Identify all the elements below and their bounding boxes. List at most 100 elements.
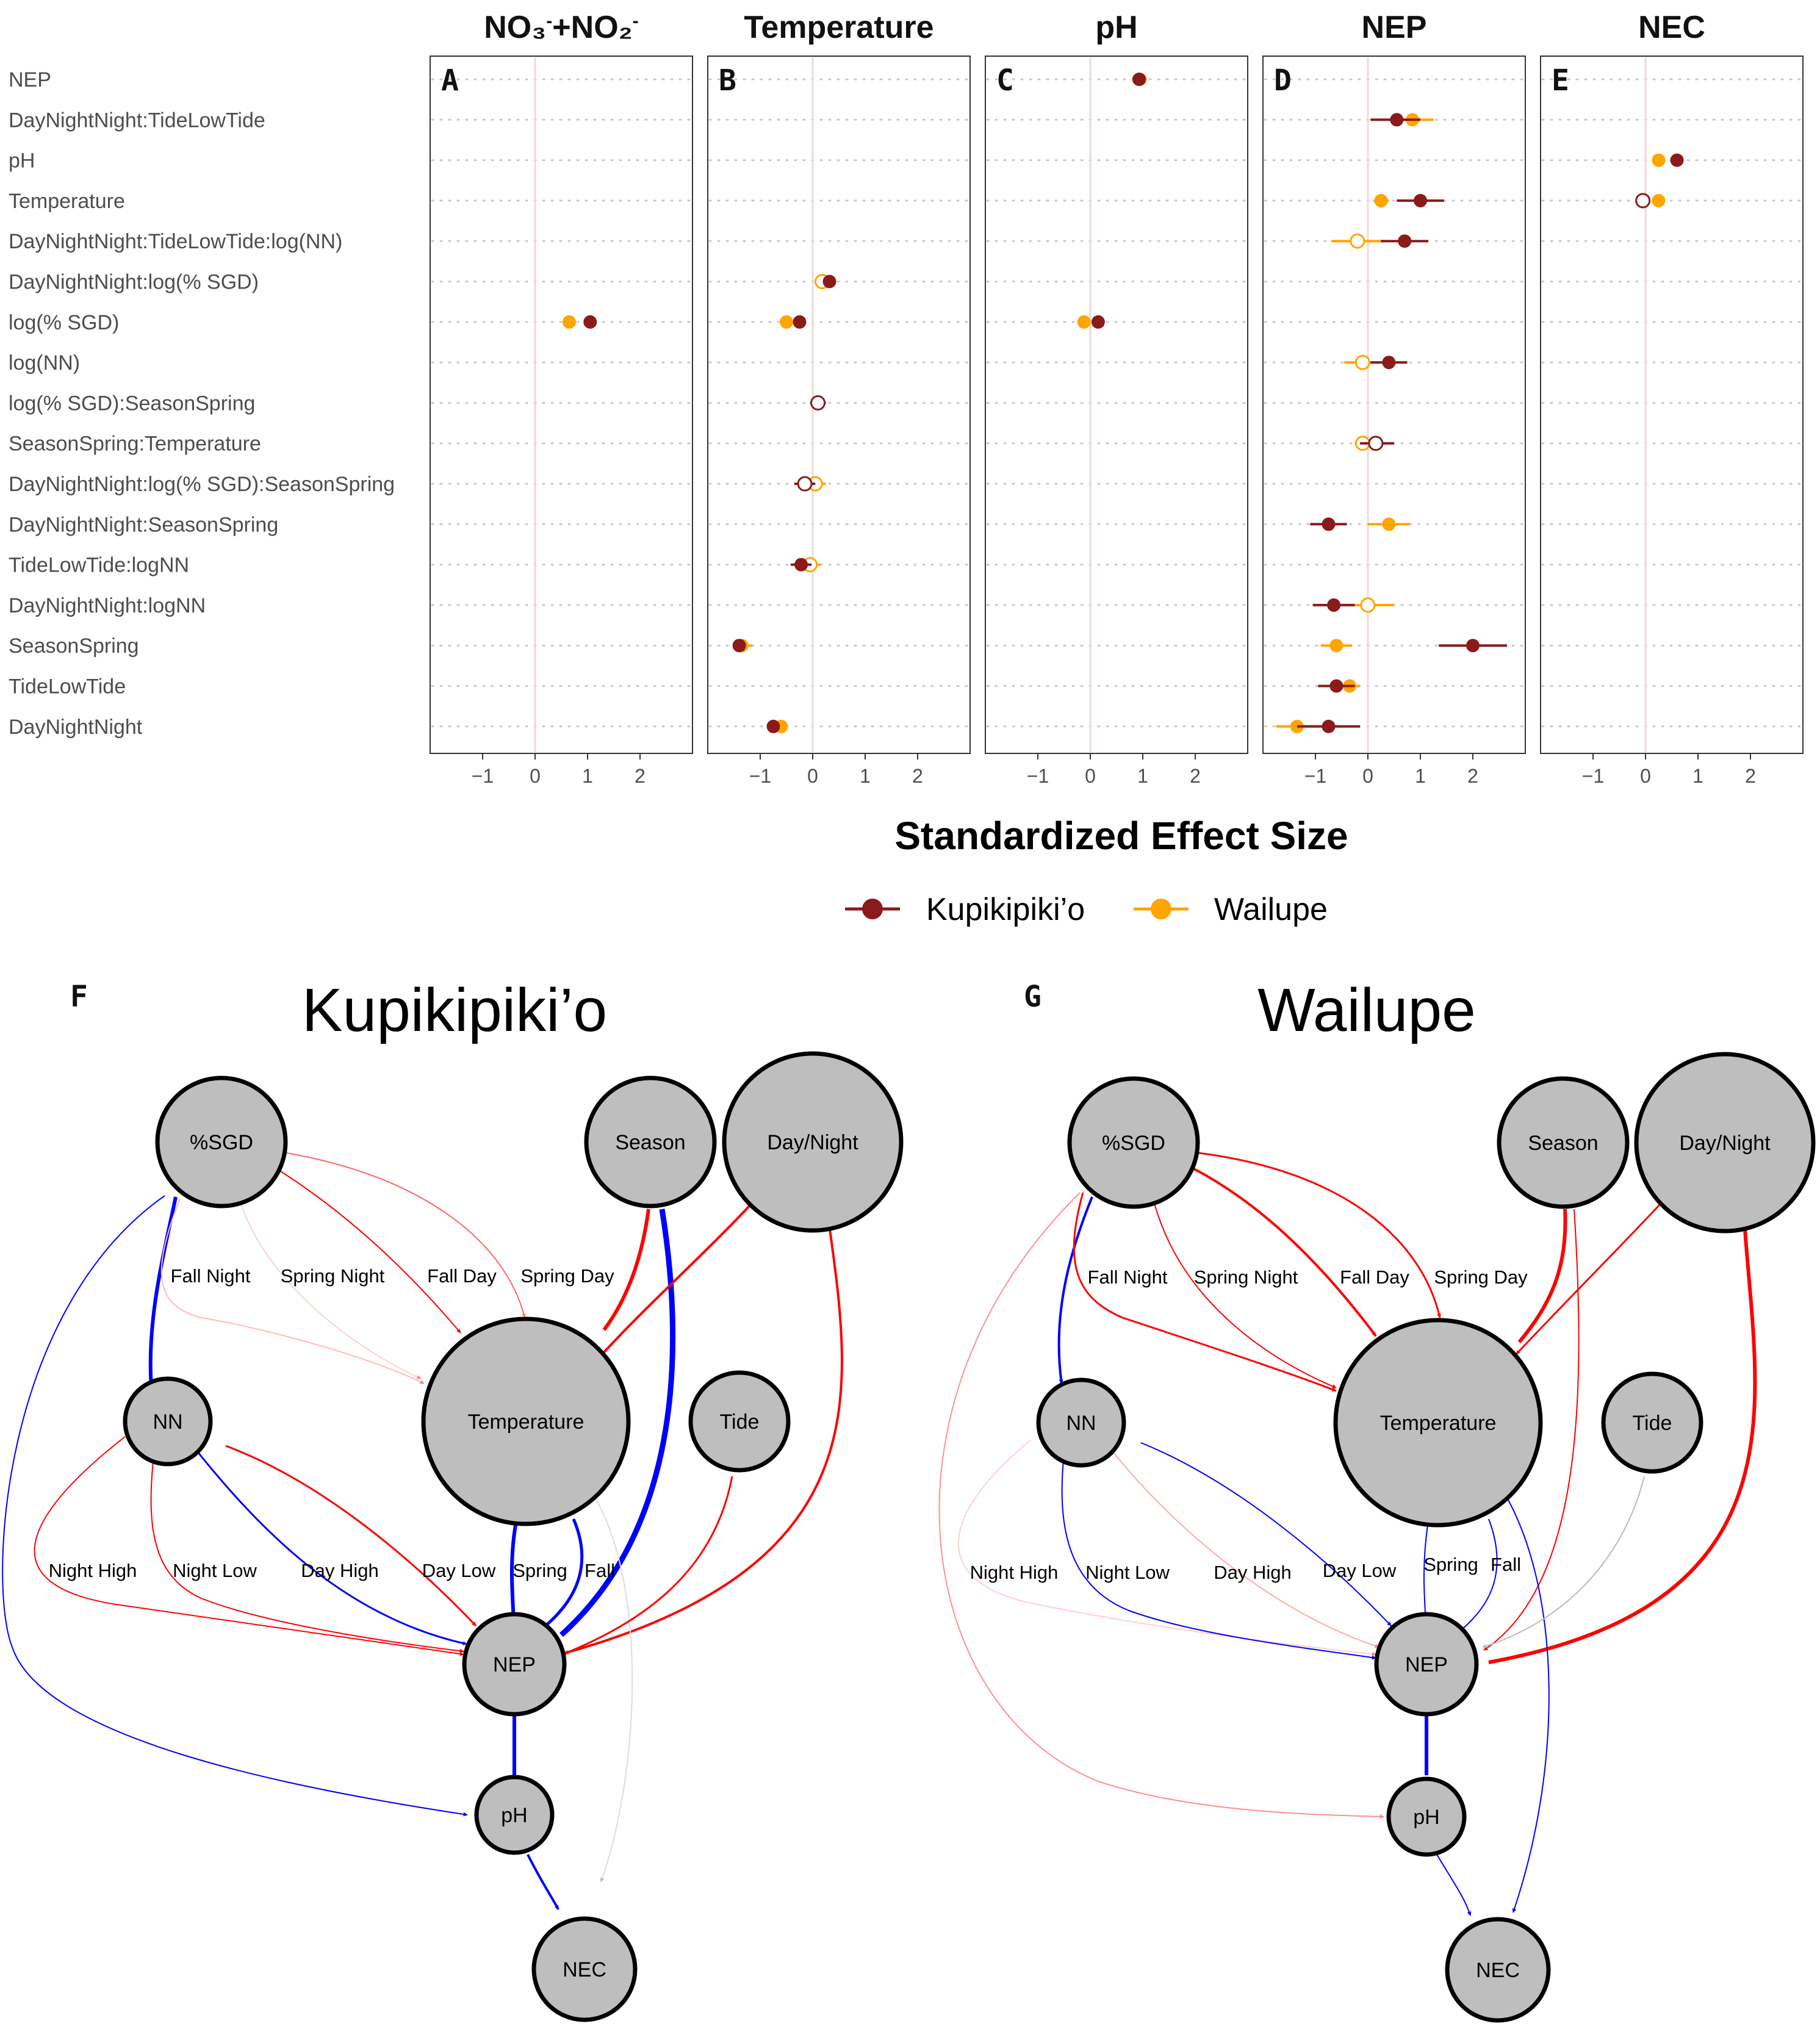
estimate-dot-open xyxy=(1368,436,1384,451)
estimate-dot xyxy=(1390,113,1404,127)
edge-label-fall: Fall xyxy=(584,1560,615,1581)
node-nec: NEC xyxy=(1445,1917,1551,2023)
svg-text:Day/Night: Day/Night xyxy=(1679,1132,1771,1155)
point-kupikipikio-daynightnight-tidelowtide xyxy=(1370,113,1420,127)
edge-labels: Fall Night Spring Night Fall Day Spring … xyxy=(970,1266,1528,1583)
edge-label-fall-day: Fall Day xyxy=(1340,1266,1409,1288)
node-nn: NN xyxy=(123,1376,213,1467)
x-tick-label: 2 xyxy=(1467,765,1478,787)
estimate-dot xyxy=(1322,517,1336,531)
point-kupikipikio-daynightnight-log-sgd-seasonspring xyxy=(794,476,816,492)
network-title-wailupe: Wailupe xyxy=(1257,976,1476,1044)
svg-text:NN: NN xyxy=(153,1410,182,1434)
panel-title-temperature: Temperature xyxy=(744,10,933,45)
network-title-kupikipikio: Kupikipiki’o xyxy=(302,976,607,1044)
estimate-dot xyxy=(1670,153,1684,167)
x-tick-label: −1 xyxy=(1304,765,1326,787)
edges xyxy=(938,1152,1757,1916)
panel-title-nec: NEC xyxy=(1638,10,1705,45)
panel-ph: pH C −1 0 1 2 xyxy=(985,10,1248,787)
estimate-dot xyxy=(1132,73,1146,86)
estimate-dot xyxy=(822,275,836,289)
estimate-dot xyxy=(1091,315,1105,329)
predictor-label-nep: NEP xyxy=(9,68,51,92)
node-temperature: Temperature xyxy=(421,1316,631,1526)
point-wailupe-temperature xyxy=(1652,193,1666,207)
edge-label-day-low: Day Low xyxy=(1323,1560,1397,1581)
estimate-dot-open xyxy=(797,476,813,492)
point-kupikipikio-temperature xyxy=(1635,193,1651,209)
estimate-dot-open xyxy=(1354,354,1370,370)
estimate-dot xyxy=(1374,193,1388,207)
svg-text:pH: pH xyxy=(1413,1806,1439,1829)
edge-label-day-high: Day High xyxy=(301,1560,379,1581)
edges xyxy=(2,1152,843,1910)
panel-frame xyxy=(1262,56,1526,754)
point-kupikipikio-daynightnight-lognn xyxy=(1312,598,1355,612)
svg-text:Temperature: Temperature xyxy=(1380,1412,1497,1435)
x-tick-label: 1 xyxy=(860,765,871,787)
node-ph: pH xyxy=(474,1775,555,1855)
edge-label-spring-night: Spring Night xyxy=(1194,1266,1298,1288)
predictor-label-daynightnight-tidelowtide-log-nn: DayNightNight:TideLowTide:log(NN) xyxy=(9,230,342,253)
x-tick-label: −1 xyxy=(472,765,494,787)
point-wailupe-seasonspring xyxy=(1320,639,1353,653)
svg-text:Day/Night: Day/Night xyxy=(767,1131,858,1154)
point-kupikipikio-log-sgd xyxy=(1091,315,1105,329)
estimate-dot xyxy=(1329,639,1343,653)
node-temperature: Temperature xyxy=(1333,1318,1543,1528)
x-tick-label: 0 xyxy=(807,765,818,787)
x-tick-label: −1 xyxy=(749,765,771,787)
x-tick-label: 0 xyxy=(1362,765,1373,787)
x-tick-label: 0 xyxy=(1085,765,1096,787)
estimate-dot xyxy=(1398,234,1412,248)
edge-label-spring-night: Spring Night xyxy=(281,1265,385,1287)
point-kupikipikio-temperature xyxy=(1397,193,1444,207)
predictor-label-seasonspring-temperature: SeasonSpring:Temperature xyxy=(9,433,261,456)
point-wailupe-temperature xyxy=(1373,193,1389,207)
legend-label-wailupe: Wailupe xyxy=(1214,892,1328,927)
node-daynight: Day/Night xyxy=(722,1051,904,1233)
svg-text:NEC: NEC xyxy=(1476,1959,1520,1982)
node-nep: NEP xyxy=(1374,1612,1479,1717)
edge-label-spring: Spring xyxy=(1423,1554,1478,1575)
estimate-dot xyxy=(766,719,780,733)
estimate-dot xyxy=(583,315,597,329)
forest-plot: NEP DayNightNight:TideLowTide pH Temperatur… xyxy=(9,10,1804,927)
node-nep: NEP xyxy=(462,1612,567,1717)
estimate-dot xyxy=(780,315,793,329)
node-tide: Tide xyxy=(1601,1371,1703,1474)
node-nec: NEC xyxy=(531,1916,638,2022)
svg-text:Temperature: Temperature xyxy=(468,1410,584,1434)
panel-frame xyxy=(985,56,1248,754)
estimate-dot-open xyxy=(1360,597,1376,613)
legend: Kupikipiki’o Wailupe xyxy=(845,892,1328,927)
estimate-dot xyxy=(1077,315,1091,329)
svg-text:%SGD: %SGD xyxy=(190,1131,253,1154)
x-tick-label: 1 xyxy=(1415,765,1426,787)
point-kupikipikio-daynightnight xyxy=(1297,719,1361,733)
point-wailupe-log-sgd xyxy=(1077,315,1091,329)
estimate-dot xyxy=(793,315,807,329)
svg-text:NN: NN xyxy=(1066,1412,1096,1435)
x-tick-label: 2 xyxy=(1190,765,1201,787)
nodes: %SGD Season Day/Night NN Temperature Tid… xyxy=(123,1051,904,2022)
x-tick-label: 2 xyxy=(635,765,646,787)
estimate-dot xyxy=(1414,193,1427,207)
estimate-dot xyxy=(1652,193,1666,207)
panel-nec: NEC E −1 0 1 2 xyxy=(1540,10,1804,787)
panel-letter-d: D xyxy=(1274,63,1292,98)
panel-frame xyxy=(707,56,971,754)
point-kupikipikio-log-sgd xyxy=(793,315,807,329)
predictor-label-seasonspring: SeasonSpring xyxy=(9,634,139,658)
point-wailupe-log-sgd xyxy=(780,315,793,329)
edge-label-night-low: Night Low xyxy=(173,1560,257,1581)
estimate-dot xyxy=(1327,598,1341,612)
panel-letter-e: E xyxy=(1552,63,1569,98)
network-wailupe: G Wailupe xyxy=(938,976,1816,2023)
point-kupikipikio-tidelowtide xyxy=(1318,679,1355,693)
point-kupikipikio-daynightnight-seasonspring xyxy=(1310,517,1347,531)
edge-label-night-high: Night High xyxy=(970,1562,1059,1583)
